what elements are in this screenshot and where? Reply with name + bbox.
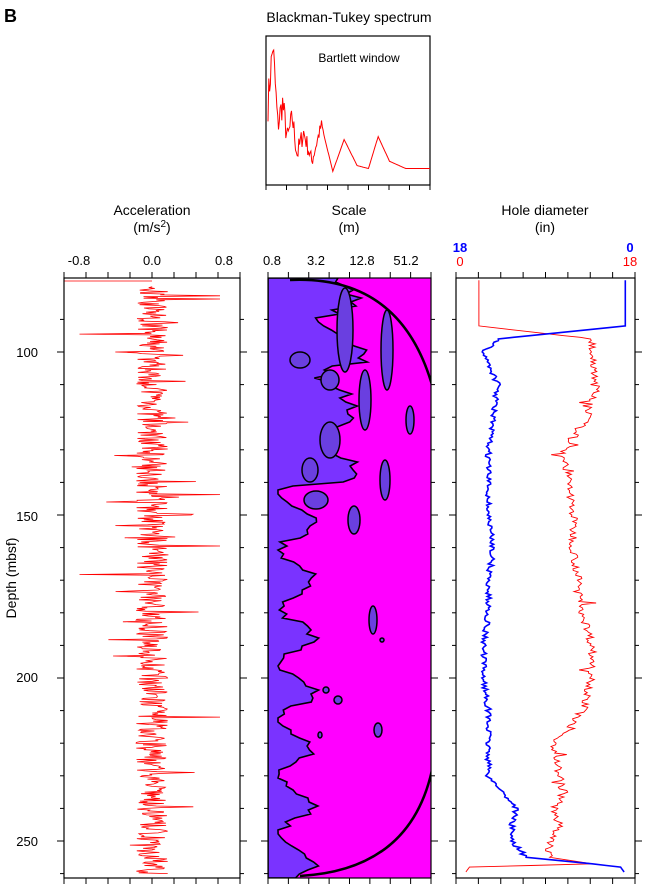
wavelet-contour	[336, 287, 354, 373]
hole-red-trace	[465, 280, 601, 873]
cone-of-influence-top	[289, 278, 431, 386]
wavelet-contour	[380, 309, 394, 391]
wavelet-contour	[333, 695, 343, 705]
wav-tick-1: 0.8	[263, 253, 281, 268]
wavelet-contour	[347, 505, 361, 535]
hole-tick-blue-right: 0	[626, 240, 633, 255]
hole-tick-red-left: 0	[456, 254, 463, 269]
hole-plot-area	[456, 278, 635, 878]
wavelet-contours	[289, 287, 415, 739]
spectrum-ticks	[265, 185, 431, 190]
panel-letter: B	[4, 6, 17, 26]
wavelet-contour	[322, 686, 330, 694]
wav-tick-3: 12.8	[349, 253, 374, 268]
wavelet-plot-area	[268, 278, 431, 878]
hole-title: Hole diameter	[501, 202, 588, 218]
wavelet-ticks	[261, 272, 438, 884]
wavelet-contour	[379, 459, 391, 501]
spectrum-annotation: Bartlett window	[318, 51, 400, 65]
wavelet-contour	[379, 637, 385, 643]
spectrum-line	[267, 48, 430, 174]
acc-tick-neg: -0.8	[68, 253, 90, 268]
wavelet-contour	[368, 605, 378, 635]
acc-tick-zero: 0.0	[143, 253, 161, 268]
cone-of-influence-bottom	[299, 769, 431, 878]
hole-unit: (in)	[535, 219, 555, 235]
wav-tick-2: 3.2	[307, 253, 325, 268]
acceleration-title: Acceleration	[113, 202, 190, 218]
hole-tick-red-right: 18	[623, 254, 637, 269]
hole-tick-blue-left: 18	[453, 240, 467, 255]
wavelet-title: Scale	[331, 202, 366, 218]
spectrum-frame	[265, 35, 431, 186]
wavelet-contour	[303, 490, 329, 510]
wavelet-contour	[301, 457, 319, 483]
hole-ticks	[449, 272, 642, 884]
acceleration-unit: (m/s2)	[133, 219, 170, 235]
acceleration-plot-area	[64, 278, 240, 878]
acceleration-trace	[64, 280, 221, 874]
depth-tick-100: 100	[16, 345, 38, 360]
wavelet-contour	[358, 369, 372, 431]
depth-tick-200: 200	[16, 670, 38, 685]
depth-tick-250: 250	[16, 834, 38, 849]
wav-tick-4: 51.2	[393, 253, 418, 268]
spectrum-title: Blackman-Tukey spectrum	[266, 9, 431, 25]
hole-blue-trace	[479, 280, 627, 873]
wavelet-contour	[405, 405, 415, 435]
depth-tick-150: 150	[16, 509, 38, 524]
acc-tick-pos: 0.8	[215, 253, 233, 268]
wavelet-contour	[319, 421, 341, 459]
acceleration-ticks	[57, 272, 247, 884]
wavelet-unit: (m)	[339, 219, 360, 235]
wavelet-contour	[317, 731, 323, 739]
wavelet-contour	[320, 369, 340, 391]
wavelet-contour	[289, 351, 311, 369]
depth-axis-label: Depth (mbsf)	[3, 538, 19, 619]
wavelet-contour	[373, 722, 383, 738]
